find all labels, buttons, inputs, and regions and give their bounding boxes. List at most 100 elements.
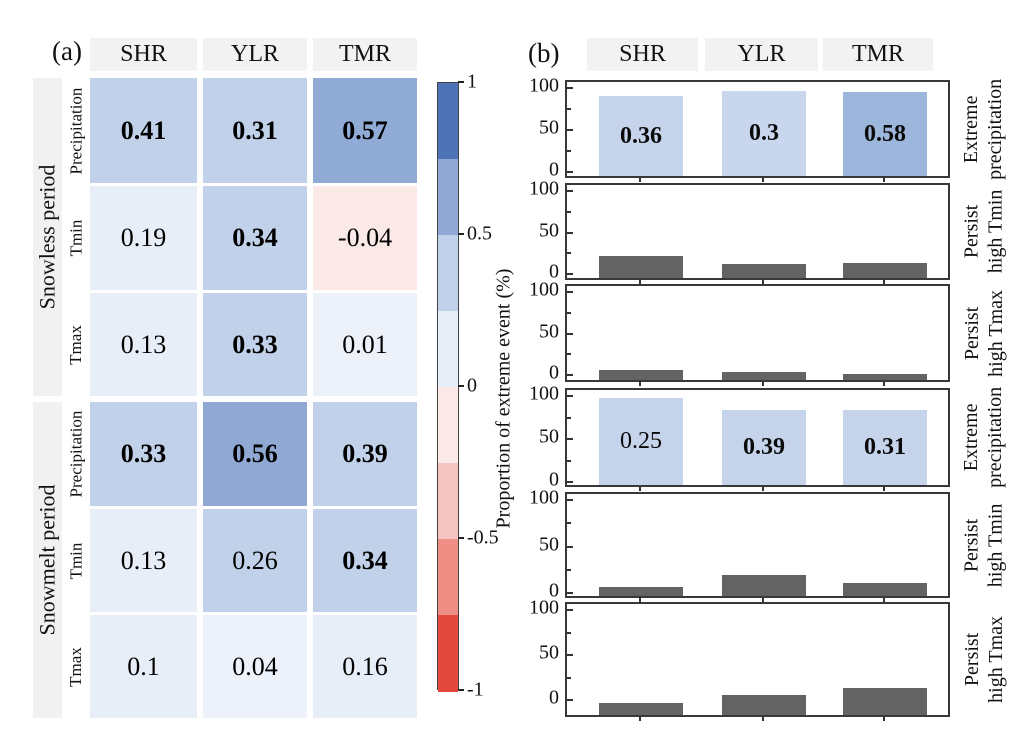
y-minor-tick: [567, 522, 571, 525]
y-minor-tick: [567, 416, 571, 419]
panel-b-label: (b): [528, 38, 560, 68]
colorbar-band: [438, 539, 458, 616]
bar-shr: 0.25: [599, 398, 683, 485]
colorbar-band: [438, 235, 458, 312]
colorbar-tick-mark: [458, 233, 464, 235]
bar-ylr: [722, 372, 806, 380]
row-label-wrap-4: Tmin: [62, 509, 90, 612]
y-minor-tick: [567, 150, 571, 152]
y-tick-label: 50: [539, 425, 559, 448]
x-tick: [883, 280, 885, 284]
right-axis-label: Persist high Tmax: [960, 289, 1008, 377]
x-tick: [639, 487, 641, 491]
subplot-frame-5: [565, 602, 950, 717]
y-major-tick: [567, 499, 573, 501]
y-minor-tick: [567, 108, 571, 110]
panel-b-column-header-ylr: YLR: [705, 38, 818, 71]
x-tick: [639, 280, 641, 284]
y-minor-tick: [567, 459, 571, 462]
subplot-frame-2: [565, 284, 950, 382]
bar-shr: [599, 587, 683, 596]
y-major-tick: [567, 545, 573, 548]
row-label: Precipitation: [66, 410, 85, 498]
period-band-1: Snowmelt period: [33, 402, 62, 718]
right-axis-label-wrap: Persist high Tmin: [948, 183, 1020, 280]
y-major-tick: [567, 171, 573, 173]
colorbar-band: [438, 615, 458, 692]
panel-b-y-axis-title-text: Proportion of extreme event (%): [492, 268, 515, 529]
y-minor-tick: [567, 353, 571, 356]
subplot-frame-3: 0.25 0.39 0.31: [565, 388, 950, 487]
colorbar-band: [438, 387, 458, 464]
y-major-tick: [567, 87, 573, 89]
x-tick: [883, 598, 885, 602]
y-minor-tick: [567, 210, 571, 213]
x-tick: [639, 382, 641, 386]
heatmap-cell: 0.56: [203, 402, 307, 506]
y-minor-tick: [567, 676, 571, 679]
colorbar-band: [438, 463, 458, 540]
x-tick: [762, 382, 764, 386]
y-tick-label: 0: [549, 686, 559, 709]
heatmap-cell: 0.33: [90, 402, 197, 506]
colorbar-tick-mark: [458, 537, 464, 539]
row-label: Tmin: [66, 542, 85, 579]
panel-b-column-header-tmr: TMR: [823, 38, 933, 71]
subplot-frame-0: 0.36 0.3 0.58: [565, 80, 950, 178]
y-tick-label: 0: [549, 158, 559, 181]
row-label: Precipitation: [66, 87, 85, 174]
right-axis-label-wrap: Persist high Tmin: [948, 492, 1020, 598]
panel-b-y-axis-title: Proportion of extreme event (%): [482, 80, 526, 717]
heatmap-cell: 0.16: [313, 615, 417, 718]
colorbar: [437, 82, 459, 692]
y-major-tick: [567, 332, 573, 335]
y-tick-label: 50: [539, 116, 559, 139]
y-major-tick: [567, 654, 573, 656]
heatmap-cell: 0.41: [90, 78, 197, 183]
y-major-tick: [567, 699, 573, 701]
heatmap-cell: 0.57: [313, 78, 417, 183]
period-band-0: Snowless period: [33, 78, 62, 396]
x-tick: [639, 178, 641, 182]
heatmap-cell: 0.13: [90, 293, 197, 396]
row-label-wrap-3: Precipitation: [62, 402, 90, 506]
colorbar-band: [438, 159, 458, 236]
row-label-wrap-2: Tmax: [62, 293, 90, 396]
right-axis-label-wrap: Persist high Tmax: [948, 602, 1020, 717]
y-tick-label: 0: [549, 260, 559, 283]
bar-value-label: 0.25: [620, 428, 662, 454]
y-major-tick: [567, 291, 573, 293]
y-tick-label: 0: [549, 579, 559, 602]
colorbar-tick-mark: [458, 385, 464, 387]
heatmap-cell: 0.33: [203, 293, 307, 396]
y-tick-label: 100: [529, 74, 559, 97]
y-tick-label: 50: [539, 533, 559, 555]
right-axis-label: Persist high Tmin: [960, 189, 1007, 274]
y-tick-label: 100: [529, 177, 559, 200]
bar-value-label: 0.31: [864, 434, 906, 460]
right-axis-label-wrap: Extreme precipitation: [948, 78, 1020, 179]
y-tick-label: 50: [539, 219, 559, 241]
y-minor-tick: [567, 311, 571, 314]
y-major-tick: [567, 438, 573, 440]
x-tick: [762, 178, 764, 182]
heatmap-cell: 0.26: [203, 509, 307, 612]
heatmap-cell: 0.1: [90, 615, 197, 718]
y-major-tick: [567, 395, 573, 397]
row-label: Tmax: [66, 646, 85, 687]
x-tick: [762, 487, 764, 491]
y-tick-label: 50: [539, 320, 559, 342]
bar-tmr: [843, 374, 927, 380]
x-tick: [639, 717, 641, 721]
x-tick: [762, 717, 764, 721]
colorbar-band: [438, 311, 458, 388]
x-tick: [639, 598, 641, 602]
y-tick-label: 100: [529, 278, 559, 301]
heatmap-cell: -0.04: [313, 186, 417, 290]
y-major-tick: [567, 273, 573, 275]
colorbar-tick-label: 1: [467, 70, 477, 93]
x-tick: [883, 717, 885, 721]
row-label: Tmax: [66, 324, 85, 365]
right-axis-label: Persist high Tmax: [960, 616, 1008, 703]
subplot-frame-4: [565, 492, 950, 598]
